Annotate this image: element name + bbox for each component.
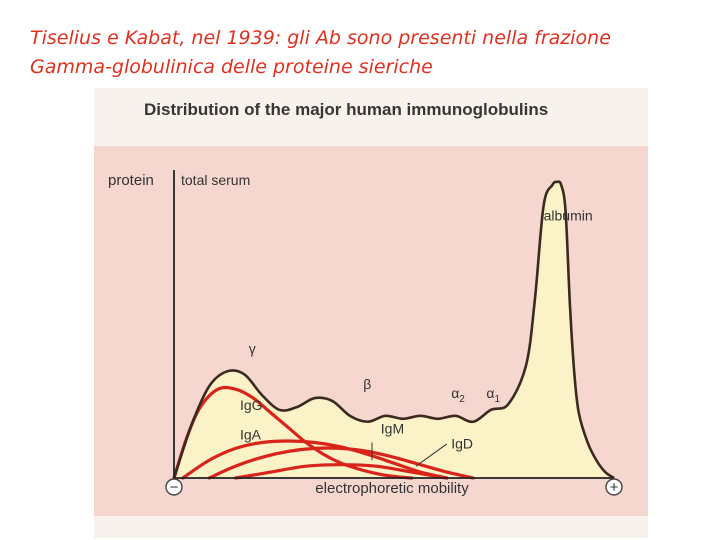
y-axis-label: protein [108, 172, 154, 189]
annotation-: β [363, 376, 371, 392]
minus-terminal-circle [165, 478, 183, 496]
plus-terminal-label: + [610, 479, 619, 496]
legend-total-serum: total serum [181, 172, 250, 188]
series-igd-curve [234, 463, 449, 480]
annotation-igd: IgD [451, 435, 473, 451]
caption-line-2: Gamma-globulinica delle proteine sierich… [30, 56, 433, 78]
total-serum-line [172, 180, 615, 480]
slide-caption: Tiselius e Kabat, nel 1939: gli Ab sono … [30, 24, 720, 82]
annotation-igg: IgG [240, 397, 263, 413]
minus-terminal-label: − [170, 479, 179, 496]
chart-title: Distribution of the major human immunogl… [144, 100, 549, 119]
igd-leader-line [415, 443, 448, 467]
annotation-: γ [249, 341, 256, 357]
annotation-iga: IgA [240, 427, 262, 443]
plus-terminal-circle [605, 478, 623, 496]
x-axis-label: electrophoretic mobility [315, 480, 469, 497]
series-iga-curve [181, 439, 449, 480]
series-igg-curve [172, 385, 414, 480]
caption-line-1: Tiselius e Kabat, nel 1939: gli Ab sono … [30, 27, 611, 49]
series-igm-curve [207, 446, 475, 480]
annotation-albumin: albumin [544, 207, 593, 223]
annotation-2: α2 [451, 385, 465, 405]
annotation-1: α1 [486, 385, 500, 405]
total-serum-area [174, 181, 614, 478]
annotation-igm: IgM [381, 421, 404, 437]
